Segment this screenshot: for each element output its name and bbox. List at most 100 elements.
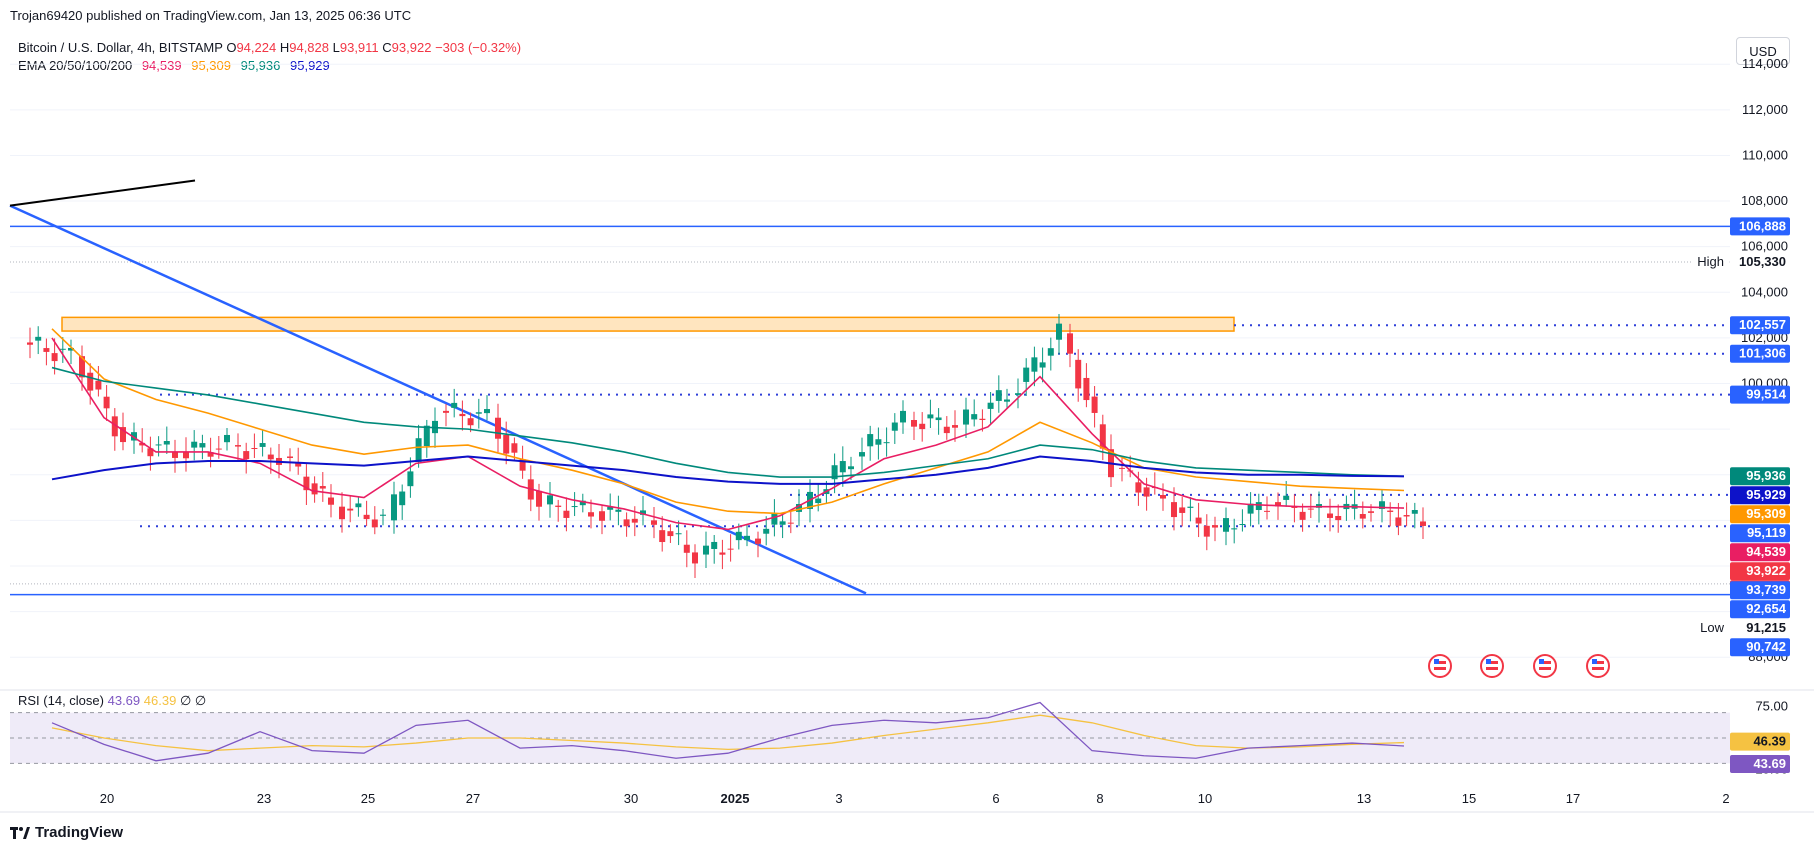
candle-down [919,423,926,430]
rsi-band [10,712,1730,764]
candle-down [1151,487,1158,489]
rsi-tick-label: 75.00 [1755,698,1788,713]
time-tick-label: 3 [835,791,842,806]
price-label-bg [1730,543,1790,562]
candle-up [1004,399,1010,402]
candle-up [355,503,362,508]
candle-down [183,451,189,459]
candle-up [35,336,42,341]
candle-down [1135,482,1142,493]
candle-down [911,420,917,427]
candle-up [935,417,942,421]
price-label-93922: 93,922 [1746,563,1786,578]
candle-down [235,445,241,447]
candle-down [1387,510,1394,512]
candle-up [380,514,386,516]
candle-down [1195,517,1202,524]
price-tick-label: 102,000 [1741,330,1788,345]
candle-down [495,417,501,439]
candle-down [683,544,690,553]
candle-up [571,506,578,508]
candle-down [651,520,657,525]
candle-up [891,422,898,431]
candle-down [339,506,345,520]
candle-down [599,511,605,521]
rsi-line [51,701,1405,762]
candle-countdown: 01:23:25 [1735,581,1786,596]
candle-down [952,425,958,428]
candle-up [859,452,865,457]
symbol-row[interactable]: Bitcoin / U.S. Dollar, 4h, BITSTAMP O94,… [18,39,521,57]
candle-down [623,519,630,527]
candle-down [87,372,94,391]
candle-up [796,503,802,512]
time-tick-label: 20 [100,791,114,806]
candle-down [139,442,146,446]
candle-down [1420,521,1426,526]
candle-up [1351,504,1358,509]
candle-down [1212,525,1218,528]
candle-up [1031,357,1038,372]
candle-down [1127,470,1134,472]
candle-down [1108,449,1114,478]
time-tick-label: 6 [992,791,999,806]
candle-down [79,356,85,378]
time-tick-label: 27 [466,791,480,806]
candle-down [527,479,534,500]
candle-down [1160,494,1166,499]
candle-up [675,533,682,535]
candle-up [579,500,586,506]
ema-row[interactable]: EMA 20/50/100/200 94,539 95,309 95,936 9… [18,57,521,75]
ema100-line [51,366,1405,478]
price-label-92654: 92,654 [1746,601,1787,616]
price-label-90742: 90,742 [1746,639,1786,654]
ohlc-close: 93,922 [391,40,432,55]
ohlc-o-label: O [226,40,237,55]
candle-up [399,491,406,506]
us-flag-event-icon [1428,654,1452,678]
price-label-bg [1730,467,1790,486]
candle-down [563,510,570,518]
candle-down [363,514,370,520]
candle-down [1299,511,1306,520]
candle-up [815,498,822,504]
candle-up [831,465,838,480]
candle-down [207,452,214,457]
candle-up [415,438,422,462]
candle-up [423,425,430,447]
rsi-axis-label: 43.69 [1753,756,1786,771]
flag-stripe [1539,667,1551,670]
candle-down [1395,517,1402,526]
price-label-bg [1730,581,1790,600]
rsi-legend[interactable]: RSI (14, close) 43.69 46.39 ∅ ∅ [18,693,206,709]
price-tag-low: Low [1700,620,1724,635]
currency-button[interactable]: USD [1736,37,1790,65]
candle-down [147,448,154,457]
candle-up [735,531,742,541]
flag-canton [1539,659,1544,664]
time-tick-label: 10 [1198,791,1212,806]
candle-down [443,410,449,413]
candle-down [51,353,58,362]
price-tick-label: 112,000 [1742,102,1788,117]
candle-down [1143,487,1150,497]
candle-up [1316,504,1322,508]
candle-down [588,512,594,517]
flag-stripe [1592,661,1604,664]
ema50-line [51,328,1405,515]
candle-up [1239,524,1246,526]
footer-brand[interactable]: TradingView [10,824,123,841]
price-label-106888: 106,888 [1739,218,1786,233]
price-label-bg [1730,217,1790,236]
candle-down [511,443,518,453]
ohlc-open: 94,224 [236,40,277,55]
us-flag-event-icon [1586,654,1610,678]
flag-stripe [1434,661,1446,664]
candle-up [823,489,830,495]
candle-up [68,347,74,351]
candle-up [875,439,882,445]
ema-label: EMA 20/50/100/200 [18,58,133,73]
candle-down [371,519,378,528]
ohlc-change: −303 (−0.32%) [435,40,522,55]
